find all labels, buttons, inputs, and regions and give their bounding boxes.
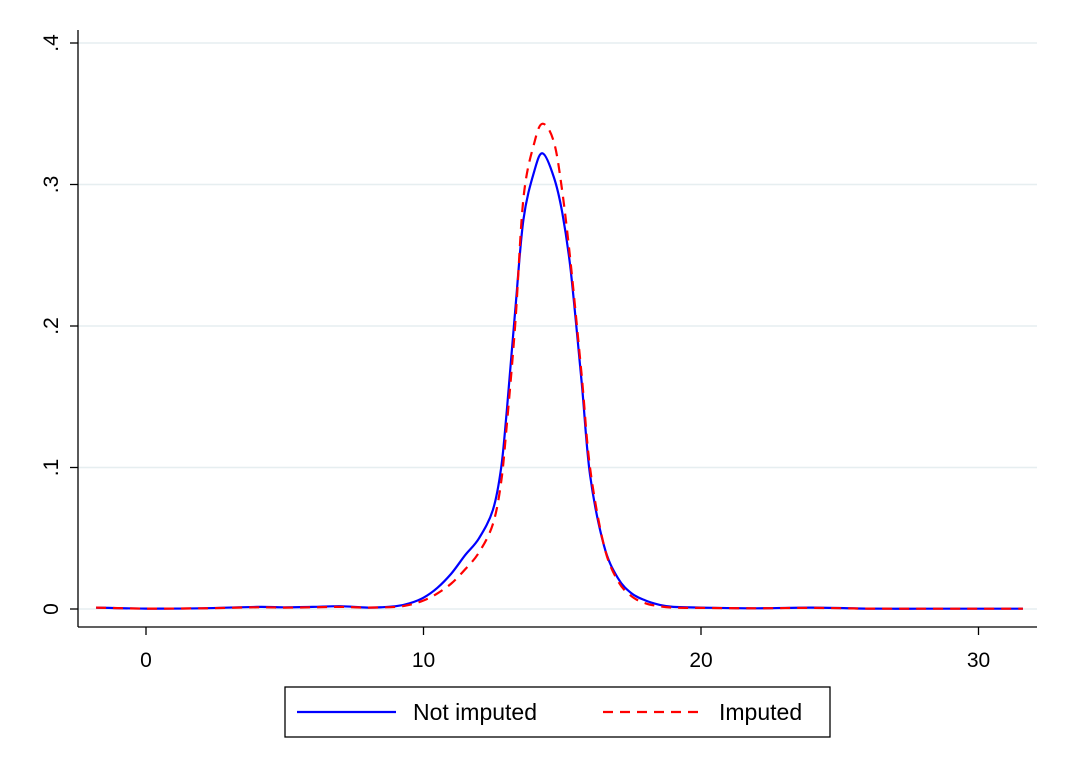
x-tick-label-0: 0 bbox=[140, 649, 152, 672]
axes bbox=[77, 30, 1037, 628]
legend: Not imputed Imputed bbox=[284, 686, 831, 738]
x-tick-label-2: 20 bbox=[689, 649, 712, 672]
series-line-imputed bbox=[96, 122, 1023, 610]
y-tick-label-3: .3 bbox=[40, 176, 63, 194]
x-tick-label-1: 10 bbox=[412, 649, 435, 672]
y-tick-label-4: .4 bbox=[40, 34, 63, 52]
ticks: 0 .1 .2 .3 .4 0 10 20 30 bbox=[40, 34, 990, 672]
y-tick-label-0: 0 bbox=[40, 603, 63, 615]
y-tick-label-1: .1 bbox=[40, 459, 63, 477]
legend-label-imputed: Imputed bbox=[719, 699, 802, 725]
legend-label-not-imputed: Not imputed bbox=[413, 699, 537, 725]
y-tick-label-2: .2 bbox=[40, 317, 63, 335]
x-tick-label-3: 30 bbox=[967, 649, 990, 672]
series-layer bbox=[96, 122, 1023, 610]
